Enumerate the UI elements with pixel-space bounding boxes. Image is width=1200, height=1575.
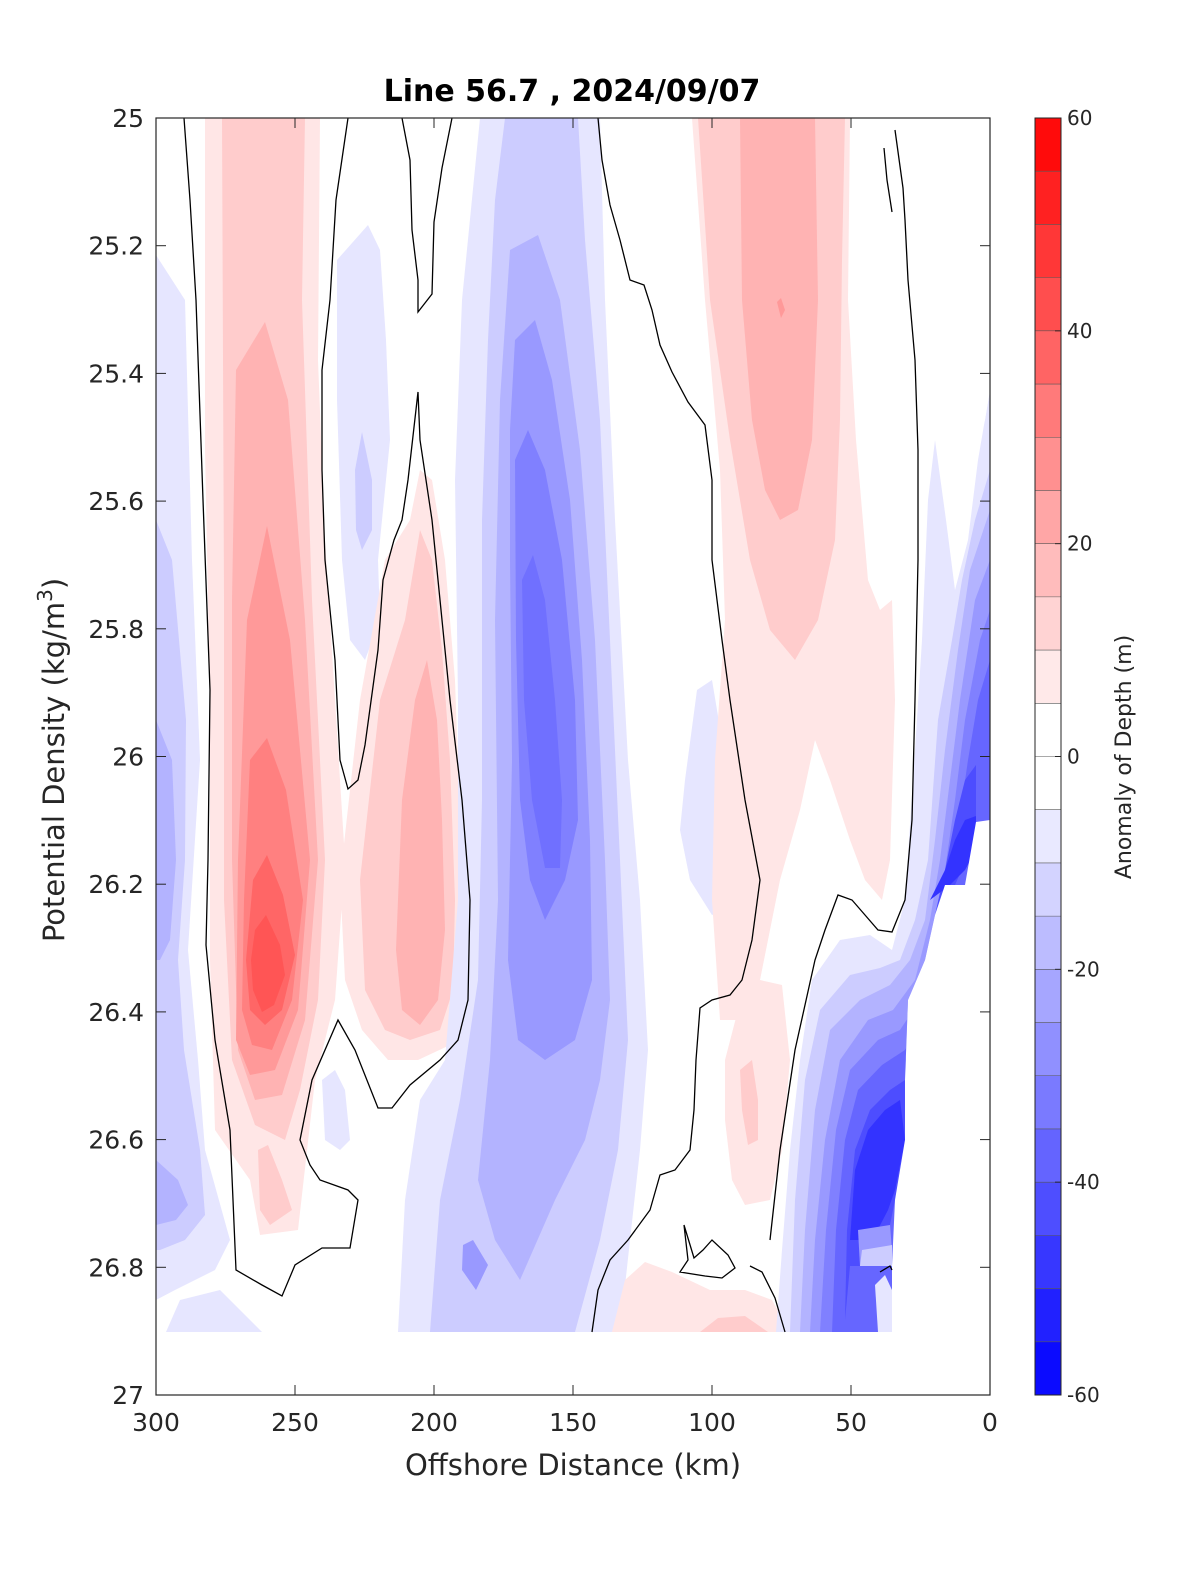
contour-fill-bottom-positive-2	[700, 1316, 768, 1332]
zero-contour-2	[401, 118, 453, 314]
x-tick-label: 300	[132, 1408, 180, 1437]
contour-fill-offshore-negative-5	[166, 1290, 262, 1332]
x-tick-label: 250	[271, 1408, 319, 1437]
colorbar: 60 40 20 0 -20 -40 -60 Anomaly of Depth (m)	[1034, 106, 1137, 1407]
colorbar-step	[1035, 1235, 1061, 1289]
colorbar-tick-label: -20	[1067, 957, 1100, 981]
colorbar-tick-label: 40	[1067, 319, 1092, 343]
y-tick-label: 26.8	[88, 1253, 144, 1282]
x-tick-label: 200	[410, 1408, 458, 1437]
colorbar-step	[1035, 596, 1061, 651]
contour-fills	[156, 118, 990, 1395]
y-tick-label: 25.6	[88, 487, 144, 516]
contour-fill-lobe-73-3	[740, 118, 818, 520]
contour-fill-offshore-negative-4	[156, 1160, 188, 1225]
colorbar-step	[1035, 1182, 1061, 1236]
x-tick-label: 50	[835, 1408, 867, 1437]
colorbar-step	[1035, 1288, 1061, 1342]
colorbar-step	[1035, 384, 1061, 438]
contour-fill-nearshore-negative-11	[860, 1245, 892, 1266]
colorbar-step	[1035, 650, 1061, 704]
zero-contour-7	[883, 147, 893, 213]
y-axis-label-main: Potential Density (kg/m	[37, 602, 71, 942]
colorbar-step	[1035, 862, 1061, 917]
colorbar-step	[1035, 916, 1061, 970]
contour-fill-lobe-90-2	[740, 1060, 758, 1145]
y-axis-label-close: )	[37, 578, 71, 589]
contour-fill-offshore-negative-3	[156, 720, 176, 960]
colorbar-step	[1035, 330, 1061, 385]
zero-contours	[183, 118, 919, 1333]
colorbar-step	[1035, 703, 1061, 757]
chart-title: Line 56.7 , 2024/09/07	[384, 74, 761, 109]
contour-fill-lobe-260-7	[251, 915, 285, 1012]
y-tick-label: 25.4	[88, 359, 144, 388]
zero-contour-5	[749, 1265, 786, 1333]
contour-fill-neg-222-3	[322, 1070, 350, 1150]
contour-fill-nearshore-negative-12	[875, 1275, 892, 1332]
zero-contour-6	[769, 129, 919, 1241]
contour-fill-nearshore-negative-8	[850, 1100, 905, 1240]
zero-contour-1	[183, 118, 471, 1297]
contour-fill-offshore-negative-2	[156, 520, 205, 1250]
x-axis-label: Offshore Distance (km)	[405, 1448, 741, 1482]
contour-fill-nearshore-negative-9	[930, 816, 976, 900]
colorbar-tick-label: -40	[1067, 1170, 1100, 1194]
colorbar-tick-label: 0	[1067, 745, 1080, 769]
no-data-nearshore-shallow	[978, 118, 990, 440]
colorbar-step	[1035, 171, 1061, 225]
y-tick-label: 26.2	[88, 870, 144, 899]
y-axis-label: Potential Density (kg/m3)	[33, 578, 71, 942]
colorbar-ticks: 60 40 20 0 -20 -40 -60	[1055, 106, 1100, 1407]
colorbar-label: Anomaly of Depth (m)	[1112, 635, 1137, 879]
colorbar-step	[1035, 809, 1061, 863]
colorbar-step	[1035, 1075, 1061, 1129]
colorbar-step	[1035, 756, 1061, 810]
no-data-bottom	[156, 1332, 990, 1395]
colorbar-step	[1035, 1341, 1061, 1395]
colorbar-tick-label: -60	[1067, 1383, 1100, 1407]
colorbar-steps	[1035, 118, 1061, 1395]
colorbar-step	[1035, 969, 1061, 1023]
colorbar-step	[1035, 490, 1061, 544]
y-tick-label: 25	[112, 104, 144, 133]
x-tick-label: 100	[688, 1408, 736, 1437]
contour-fill-neg-162-6	[522, 555, 562, 868]
y-tick-label: 26.6	[88, 1126, 144, 1155]
zero-contour-4	[678, 1224, 736, 1279]
y-tick-label: 26	[112, 743, 144, 772]
colorbar-step	[1035, 543, 1061, 597]
y-axis: 25 25.2 25.4 25.6 25.8 26 26.2 26.4 26.6 26.8 27	[88, 104, 990, 1410]
colorbar-tick-label: 60	[1067, 106, 1092, 130]
x-axis: 300 250 200 150 100 50 0	[132, 118, 998, 1437]
x-tick-label: 150	[549, 1408, 597, 1437]
colorbar-step	[1035, 224, 1061, 278]
contour-fill-lobe-200-3	[396, 660, 445, 1025]
plot-area: 300 250 200 150 100 50 0 2525.225.425.625.8262…	[88, 104, 998, 1437]
contour-fill-neg-222-2	[355, 432, 372, 550]
contour-fill-bottom-positive-1	[612, 1262, 790, 1332]
colorbar-step	[1035, 1022, 1061, 1076]
zero-contour-3	[591, 118, 761, 1333]
colorbar-tick-label: 20	[1067, 532, 1092, 556]
x-tick-label: 0	[982, 1408, 998, 1437]
colorbar-step	[1035, 437, 1061, 491]
y-tick-label: 27	[112, 1381, 144, 1410]
y-tick-label: 25.8	[88, 615, 144, 644]
contour-fill-neg-162-7	[462, 1240, 488, 1290]
no-data-nearshore-deep	[892, 820, 990, 1332]
contour-fill-lobe-73-4	[777, 298, 785, 318]
contour-fill-lobe-260-8	[258, 1145, 292, 1225]
y-tick-label: 25.2	[88, 232, 144, 261]
zero-contour-8	[879, 1265, 893, 1273]
contour-fill-lobe-90-1	[725, 980, 790, 1205]
colorbar-step	[1035, 118, 1061, 172]
y-tick-label: 26.4	[88, 998, 144, 1027]
y-axis-label-superscript: 3	[33, 589, 57, 602]
colorbar-step	[1035, 277, 1061, 331]
colorbar-step	[1035, 1128, 1061, 1183]
